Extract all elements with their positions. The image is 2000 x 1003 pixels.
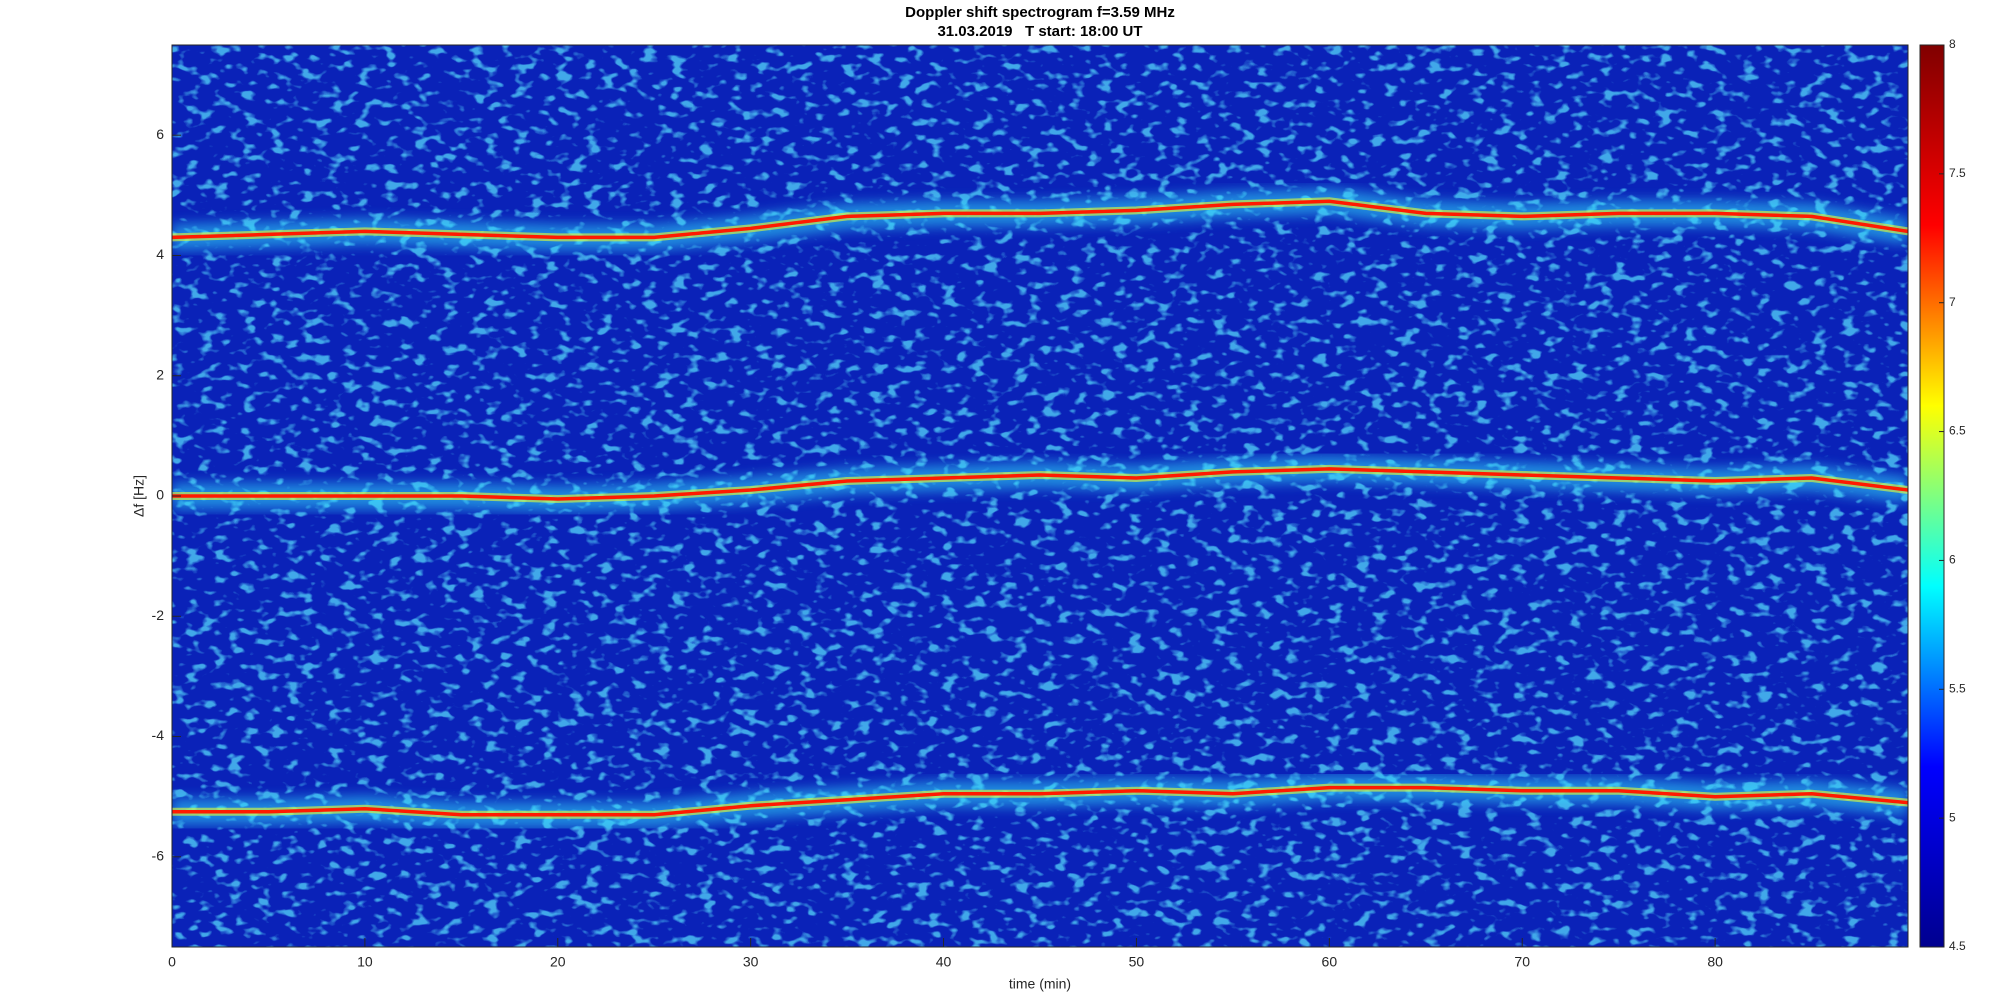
x-axis-label: time (min) xyxy=(1009,976,1071,992)
colorbar-tick-label: 4.5 xyxy=(1949,939,1966,953)
x-tick-label: 50 xyxy=(1129,954,1145,970)
colorbar xyxy=(1919,44,1945,948)
trace xyxy=(172,785,1908,817)
x-tick-label: 60 xyxy=(1322,954,1338,970)
y-tick-label: 2 xyxy=(156,366,164,382)
colorbar-tick-label: 5.5 xyxy=(1949,681,1966,695)
colorbar-tick-label: 6.5 xyxy=(1949,424,1966,438)
colorbar-tick-label: 8 xyxy=(1949,37,1956,51)
chart-subtitle: 31.03.2019 T start: 18:00 UT xyxy=(937,23,1142,40)
y-tick-label: 0 xyxy=(156,487,164,503)
chart-title: Doppler shift spectrogram f=3.59 MHz xyxy=(905,4,1175,21)
colorbar-tick-label: 7.5 xyxy=(1949,166,1966,180)
colorbar-tick-label: 6 xyxy=(1949,553,1956,567)
trace xyxy=(172,467,1908,501)
plot-area xyxy=(172,45,1908,947)
colorbar-tick-label: 7 xyxy=(1949,295,1956,309)
x-tick-label: 70 xyxy=(1514,954,1530,970)
trace xyxy=(172,199,1908,240)
y-tick-label: -2 xyxy=(152,607,165,623)
y-tick-label: 6 xyxy=(156,126,164,142)
x-tick-label: 80 xyxy=(1707,954,1723,970)
colorbar-tick-label: 5 xyxy=(1949,810,1956,824)
x-tick-label: 0 xyxy=(168,954,176,970)
y-tick-label: 4 xyxy=(156,246,164,262)
x-tick-label: 30 xyxy=(743,954,759,970)
x-tick-label: 20 xyxy=(550,954,566,970)
y-axis-label: Δf [Hz] xyxy=(131,475,147,517)
y-tick-label: -4 xyxy=(152,727,165,743)
x-tick-label: 10 xyxy=(357,954,373,970)
x-tick-label: 40 xyxy=(936,954,952,970)
y-tick-label: -6 xyxy=(152,848,165,864)
